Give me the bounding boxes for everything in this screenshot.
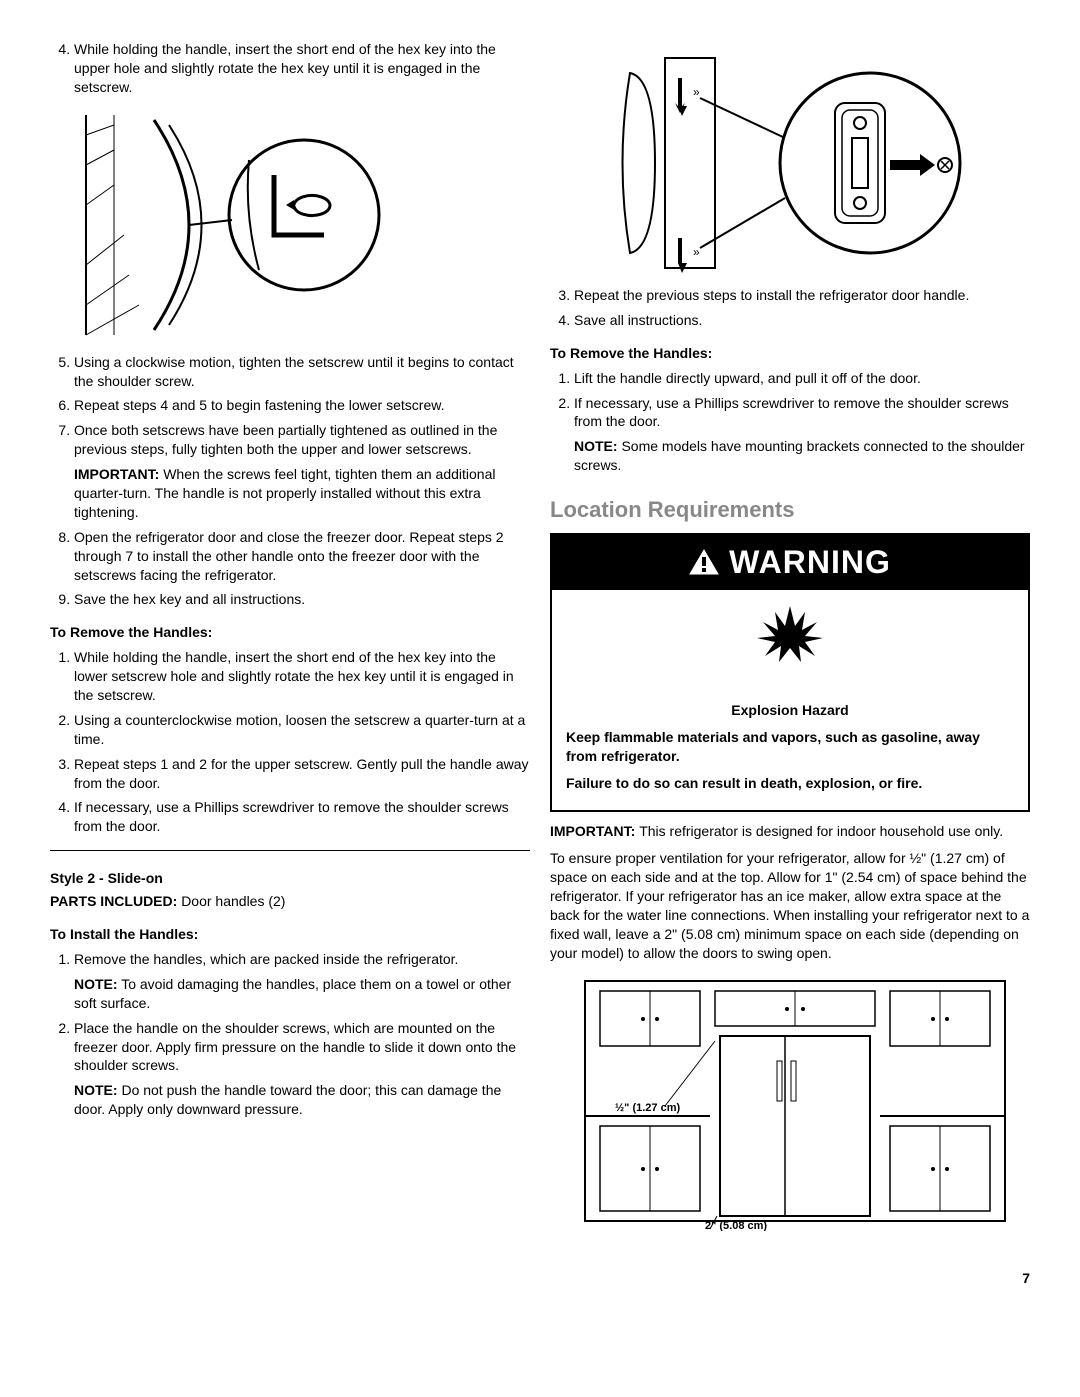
dim-label-2: 2" (5.08 cm)	[705, 1220, 767, 1231]
remove-step-1: While holding the handle, insert the sho…	[74, 648, 530, 705]
divider	[50, 850, 530, 851]
important-loc-text: This refrigerator is designed for indoor…	[639, 823, 1003, 839]
remove-steps-left: While holding the handle, insert the sho…	[50, 648, 530, 836]
note-install-1: NOTE: To avoid damaging the handles, pla…	[74, 975, 530, 1013]
step-8-text: Open the refrigerator door and close the…	[74, 529, 504, 583]
right-steps-top: Repeat the previous steps to install the…	[550, 286, 1030, 330]
right-remove-2: If necessary, use a Phillips screwdriver…	[574, 394, 1030, 432]
remove-step-2: Using a counterclockwise motion, loosen …	[74, 711, 530, 749]
step-8: Open the refrigerator door and close the…	[74, 528, 530, 585]
step-9: Save the hex key and all instructions.	[74, 590, 530, 609]
warning-triangle-icon	[689, 549, 719, 575]
remove-step-3: Repeat steps 1 and 2 for the upper setsc…	[74, 755, 530, 793]
step-5: Using a clockwise motion, tighten the se…	[74, 353, 530, 391]
parts-included-label: PARTS INCLUDED:	[50, 893, 181, 909]
parts-included: PARTS INCLUDED: Door handles (2)	[50, 892, 530, 911]
remove-handles-head-right: To Remove the Handles:	[550, 344, 1030, 363]
step-6-text: Repeat steps 4 and 5 to begin fastening …	[74, 397, 444, 413]
install-steps: Remove the handles, which are packed ins…	[50, 950, 530, 969]
page-columns: While holding the handle, insert the sho…	[50, 40, 1030, 1239]
steps-b: Using a clockwise motion, tighten the se…	[50, 353, 530, 459]
ventilation-text: To ensure proper ventilation for your re…	[550, 849, 1030, 962]
step-7-text: Once both setscrews have been partially …	[74, 422, 497, 457]
hazard-title: Explosion Hazard	[566, 701, 1014, 720]
svg-text:»: »	[693, 245, 700, 259]
location-requirements-title: Location Requirements	[550, 495, 1030, 525]
warning-word: WARNING	[729, 541, 891, 584]
step-9-text: Save the hex key and all instructions.	[74, 591, 305, 607]
hazard-line-1: Keep flammable materials and vapors, suc…	[566, 728, 1014, 766]
install-step-2: Place the handle on the shoulder screws,…	[74, 1019, 530, 1076]
parts-included-value: Door handles (2)	[181, 893, 285, 909]
note-install-2-text: Do not push the handle toward the door; …	[74, 1082, 501, 1117]
important-7: IMPORTANT: When the screws feel tight, t…	[74, 465, 530, 522]
explosion-icon-row	[552, 590, 1028, 683]
left-column: While holding the handle, insert the sho…	[50, 40, 530, 1239]
note-install-2: NOTE: Do not push the handle toward the …	[74, 1081, 530, 1119]
hazard-line-2: Failure to do so can result in death, ex…	[566, 774, 1014, 793]
step-5-text: Using a clockwise motion, tighten the se…	[74, 354, 514, 389]
warning-banner: WARNING	[552, 535, 1028, 590]
important-label: IMPORTANT:	[550, 823, 639, 839]
step-4-text: While holding the handle, insert the sho…	[74, 41, 496, 95]
step-7: Once both setscrews have been partially …	[74, 421, 530, 459]
steps-c: Open the refrigerator door and close the…	[50, 528, 530, 610]
note-remove-right-text: Some models have mounting brackets conne…	[574, 438, 1025, 473]
diagram-hexkey-handle	[74, 105, 394, 345]
style2-head: Style 2 - Slide-on	[50, 869, 530, 888]
right-step-3: Repeat the previous steps to install the…	[574, 286, 1030, 305]
step-6: Repeat steps 4 and 5 to begin fastening …	[74, 396, 530, 415]
page-number: 7	[50, 1269, 1030, 1288]
remove-handles-head-left: To Remove the Handles:	[50, 623, 530, 642]
remove-step-4: If necessary, use a Phillips screwdriver…	[74, 798, 530, 836]
install-steps-2: Place the handle on the shoulder screws,…	[50, 1019, 530, 1076]
diagram-clearance: ½" (1.27 cm) 2" (5.08 cm)	[550, 971, 1030, 1231]
svg-text:»: »	[693, 85, 700, 99]
warning-body: Explosion Hazard Keep flammable material…	[552, 683, 1028, 811]
diagram-slideon-handle: » »	[550, 48, 1030, 278]
right-step-4: Save all instructions.	[574, 311, 1030, 330]
note-remove-right: NOTE: Some models have mounting brackets…	[574, 437, 1030, 475]
step-4: While holding the handle, insert the sho…	[74, 40, 530, 97]
dim-label-1: ½" (1.27 cm)	[615, 1102, 680, 1114]
right-remove-1: Lift the handle directly upward, and pul…	[574, 369, 1030, 388]
important-location: IMPORTANT: This refrigerator is designed…	[550, 822, 1030, 841]
remove-steps-right: Lift the handle directly upward, and pul…	[550, 369, 1030, 432]
explosion-icon	[755, 604, 825, 664]
install-handles-head: To Install the Handles:	[50, 925, 530, 944]
steps-a: While holding the handle, insert the sho…	[50, 40, 530, 97]
install-step-1: Remove the handles, which are packed ins…	[74, 950, 530, 969]
right-column: » » Re	[550, 40, 1030, 1239]
warning-box: WARNING Explosion Hazard Keep flammable …	[550, 533, 1030, 813]
note-install-1-text: To avoid damaging the handles, place the…	[74, 976, 511, 1011]
